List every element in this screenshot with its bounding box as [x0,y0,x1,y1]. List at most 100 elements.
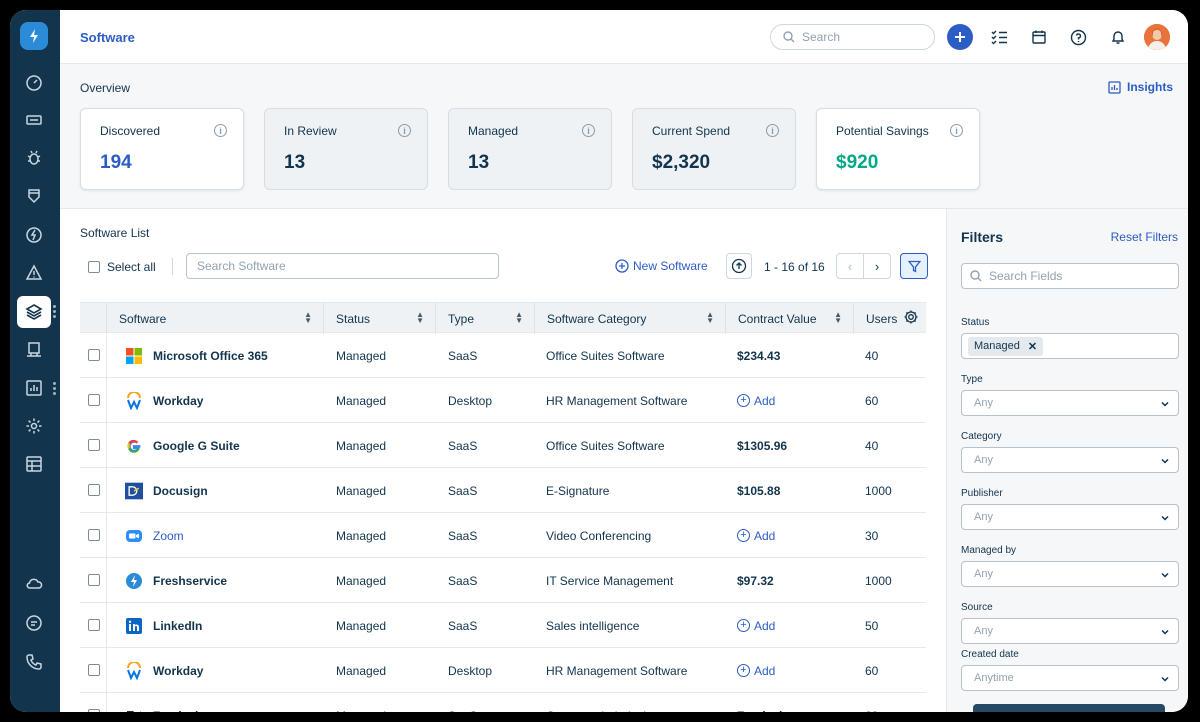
card-potential-savings[interactable]: Potential Savings i $920 [816,108,980,190]
software-name-cell[interactable]: Freshservice [125,558,227,603]
todo-list-icon[interactable] [989,27,1009,47]
row-checkbox[interactable] [88,709,100,712]
info-icon[interactable]: i [950,124,963,137]
source-filter-select[interactable]: Any [961,618,1179,644]
software-name-cell[interactable]: Workday [125,648,203,693]
software-name-cell[interactable]: Zoom [125,513,184,558]
sort-icon[interactable]: ▲ ▼ [304,310,312,325]
table-row[interactable]: Microsoft Office 365 Managed SaaS Office… [80,333,926,378]
insights-link[interactable]: Insights [1108,80,1173,94]
sort-icon[interactable]: ▲ ▼ [416,310,424,325]
releases-icon[interactable] [23,224,45,246]
card-managed[interactable]: Managed i 13 [448,108,612,190]
software-name-cell[interactable]: Google G Suite [125,423,240,468]
software-name-cell[interactable]: Workday [125,378,203,423]
info-icon[interactable]: i [582,124,595,137]
alert-icon[interactable] [23,262,45,284]
notification-bell-icon[interactable] [1108,27,1128,47]
column-users[interactable]: Users [854,303,926,334]
filter-toggle-button[interactable] [900,253,928,279]
row-checkbox[interactable] [88,394,100,406]
next-page-button[interactable]: › [863,253,891,279]
add-contract-link[interactable]: + Add [737,664,775,678]
freshservice-logo[interactable] [20,22,48,50]
filter-fields-search-input[interactable]: Search Fields [961,263,1179,289]
table-row[interactable]: Freshservice Managed SaaS IT Service Man… [80,558,926,603]
column-category[interactable]: Software Category ▲ ▼ [535,303,726,334]
publisher-filter-select[interactable]: Any [961,504,1179,530]
software-name-cell[interactable]: LinkedIn [125,603,202,648]
table-row[interactable]: Workday Managed Desktop HR Management So… [80,378,926,423]
bug-icon[interactable] [23,147,45,169]
created-date-filter-select[interactable]: Anytime [961,665,1179,691]
column-settings-gear-icon[interactable] [903,309,919,328]
contract-cell: $234.43 [737,333,780,378]
dashboard-icon[interactable] [23,72,45,94]
card-current-spend[interactable]: Current Spend i $2,320 [632,108,796,190]
reset-filters-link[interactable]: Reset Filters [1110,230,1178,244]
table-row[interactable]: Zoom Managed SaaS Video Conferencing + Ad… [80,513,926,558]
software-name-cell[interactable]: Docusign [125,468,208,513]
software-search-input[interactable]: Search Software [186,253,499,279]
more-dots-icon-2[interactable] [53,382,56,396]
row-checkbox[interactable] [88,484,100,496]
info-icon[interactable]: i [766,124,779,137]
card-discovered[interactable]: Discovered i 194 [80,108,244,190]
more-dots-icon[interactable] [53,305,56,319]
info-icon[interactable]: i [398,124,411,137]
table-icon[interactable] [23,453,45,475]
column-software[interactable]: Software ▲ ▼ [107,303,324,334]
apply-filters-button[interactable] [973,704,1165,712]
analytics-icon[interactable] [23,377,45,399]
help-icon[interactable] [1068,27,1088,47]
row-checkbox[interactable] [88,439,100,451]
changes-icon[interactable] [23,185,45,207]
chat-icon[interactable] [23,612,45,634]
column-type[interactable]: Type ▲ ▼ [436,303,535,334]
row-checkbox[interactable] [88,664,100,676]
info-icon[interactable]: i [214,124,227,137]
add-contract-link[interactable]: + Add [737,394,775,408]
table-row[interactable]: Docusign Managed SaaS E-Signature $105.8… [80,468,926,513]
managed-by-filter-select[interactable]: Any [961,561,1179,587]
calendar-icon[interactable] [1029,27,1049,47]
tickets-icon[interactable] [23,109,45,131]
software-name-cell[interactable]: Zendesk [125,693,202,712]
category-filter-select[interactable]: Any [961,447,1179,473]
publisher-filter-value: Any [974,511,993,523]
column-status[interactable]: Status ▲ ▼ [324,303,436,334]
user-avatar[interactable] [1144,24,1170,50]
table-row[interactable]: Workday Managed Desktop HR Management So… [80,648,926,693]
add-contract-link[interactable]: + Add [737,529,775,543]
table-row[interactable]: Zendesk Managed SaaS Customer helpdesk Z… [80,693,926,712]
software-layers-icon[interactable] [17,296,51,328]
overview-section: Overview Insights Discovered i 194 In Re… [60,64,1188,209]
status-filter-select[interactable]: Managed ✕ [961,333,1179,359]
column-contract-value[interactable]: Contract Value ▲ ▼ [726,303,854,334]
type-filter-select[interactable]: Any [961,390,1179,416]
create-new-button[interactable] [947,24,973,50]
upload-button[interactable] [726,253,752,279]
global-search-input[interactable]: Search [770,24,935,50]
sort-icon[interactable]: ▲ ▼ [834,310,842,325]
assets-icon[interactable] [23,339,45,361]
prev-page-button[interactable]: ‹ [836,253,864,279]
remove-tag-icon[interactable]: ✕ [1027,340,1038,353]
row-checkbox[interactable] [88,619,100,631]
row-checkbox[interactable] [88,529,100,541]
sort-icon[interactable]: ▲ ▼ [706,310,714,325]
row-checkbox[interactable] [88,349,100,361]
table-row[interactable]: Google G Suite Managed SaaS Office Suite… [80,423,926,468]
add-contract-link[interactable]: + Add [737,619,775,633]
gear-icon[interactable] [23,415,45,437]
table-row[interactable]: LinkedIn Managed SaaS Sales intelligence… [80,603,926,648]
new-software-button[interactable]: New Software [615,259,708,273]
software-name-cell[interactable]: Microsoft Office 365 [125,333,268,378]
phone-icon[interactable] [23,651,45,673]
sort-icon[interactable]: ▲ ▼ [515,310,523,325]
checkbox[interactable] [88,261,100,273]
select-all-checkbox[interactable]: Select all [88,260,156,274]
row-checkbox[interactable] [88,574,100,586]
card-in-review[interactable]: In Review i 13 [264,108,428,190]
cloud-icon[interactable] [23,572,45,594]
